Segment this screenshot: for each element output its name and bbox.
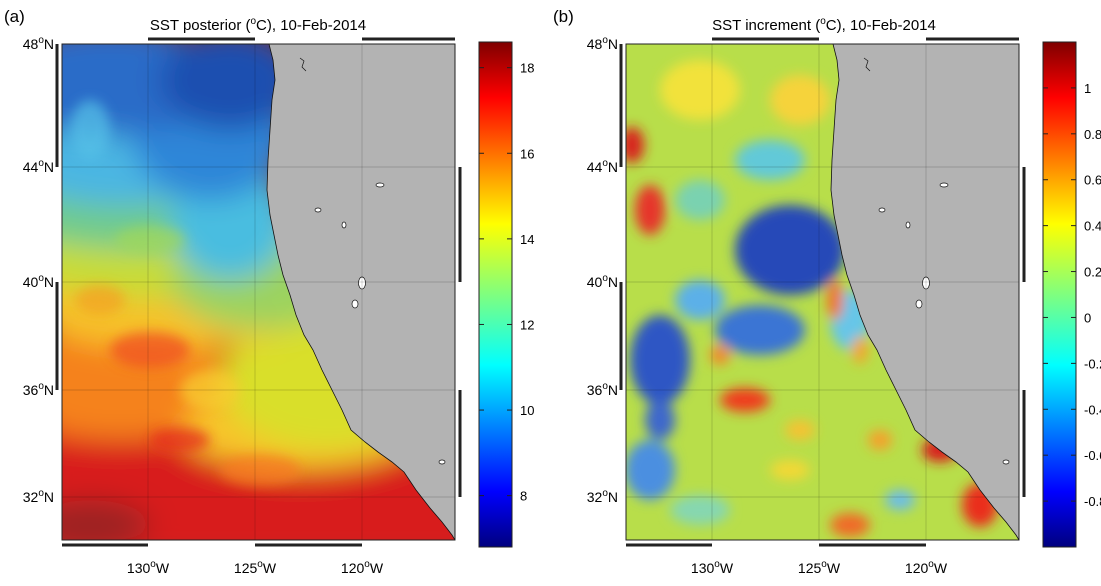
panel-b-colorbar-tick-label: 0.2 xyxy=(1084,265,1101,280)
panel-a-lon-tick-label: 125oW xyxy=(234,559,277,576)
panel-a-label: (a) xyxy=(4,7,25,26)
panel-b-colorbar-tick-label: -0.2 xyxy=(1084,356,1101,371)
panel-b-colorbar-tick-label: 0.8 xyxy=(1084,127,1101,142)
panel-a-colorbar xyxy=(479,42,512,547)
panel-a-lat-tick-label: 32oN xyxy=(23,488,54,505)
panel-b-lon-tick-label: 120oW xyxy=(905,559,948,576)
panel-a-colorbar-tick-label: 16 xyxy=(520,146,534,161)
panel-b-title-post: C), 10-Feb-2014 xyxy=(826,17,936,34)
panel-a-colorbar-tick-label: 10 xyxy=(520,403,534,418)
panel-b-colorbar-tick-label: -0.4 xyxy=(1084,402,1101,417)
panel-a: (a) SST posterior (oC), 10-Feb-2014 xyxy=(0,7,534,576)
panel-a-colorbar-tick-label: 8 xyxy=(520,489,527,504)
panel-a-lat-tick-label: 40oN xyxy=(23,273,54,290)
panel-b-colorbar-tick-label: 0.6 xyxy=(1084,173,1101,188)
panel-b-colorbar-tick-label: 0 xyxy=(1084,310,1091,325)
panel-a-title: SST posterior (oC), 10-Feb-2014 xyxy=(150,16,366,34)
panel-b-lat-tick-label: 32oN xyxy=(587,488,618,505)
panel-a-colorbar-tick-label: 18 xyxy=(520,61,534,76)
panel-b-colorbar-tick-label: 1 xyxy=(1084,81,1091,96)
panel-a-colorbar-tick-label: 14 xyxy=(520,232,534,247)
panel-b-title-pre: SST increment ( xyxy=(712,17,820,34)
panel-a-lon-tick-label: 120oW xyxy=(341,559,384,576)
panel-b-colorbar xyxy=(1043,42,1076,547)
panel-a-title-post: C), 10-Feb-2014 xyxy=(256,17,366,34)
panel-b-title: SST increment (oC), 10-Feb-2014 xyxy=(712,16,936,34)
panel-b-map xyxy=(620,44,1019,540)
panel-a-lat-tick-label: 48oN xyxy=(23,35,54,52)
panel-b-colorbar-tick-label: -0.6 xyxy=(1084,448,1101,463)
panel-b: (b) SST increment (oC), 10-Feb-2014 xyxy=(553,7,1101,576)
panel-b-lat-tick-label: 48oN xyxy=(587,35,618,52)
panel-a-map xyxy=(0,25,480,560)
panel-b-colorbar-tick-label: 0.4 xyxy=(1084,219,1101,234)
panel-a-lat-tick-label: 36oN xyxy=(23,381,54,398)
panel-a-colorbar-tick-label: 12 xyxy=(520,317,534,332)
panel-b-lon-tick-label: 130oW xyxy=(691,559,734,576)
panel-b-lat-tick-label: 36oN xyxy=(587,381,618,398)
panel-b-lon-tick-label: 125oW xyxy=(798,559,841,576)
panel-a-lat-tick-label: 44oN xyxy=(23,158,54,175)
panel-b-lat-tick-label: 40oN xyxy=(587,273,618,290)
panel-a-lon-tick-label: 130oW xyxy=(127,559,170,576)
panel-a-title-pre: SST posterior ( xyxy=(150,17,251,34)
panel-b-lat-tick-label: 44oN xyxy=(587,158,618,175)
panel-b-colorbar-tick-label: -0.8 xyxy=(1084,494,1101,509)
panel-b-label: (b) xyxy=(553,7,574,26)
